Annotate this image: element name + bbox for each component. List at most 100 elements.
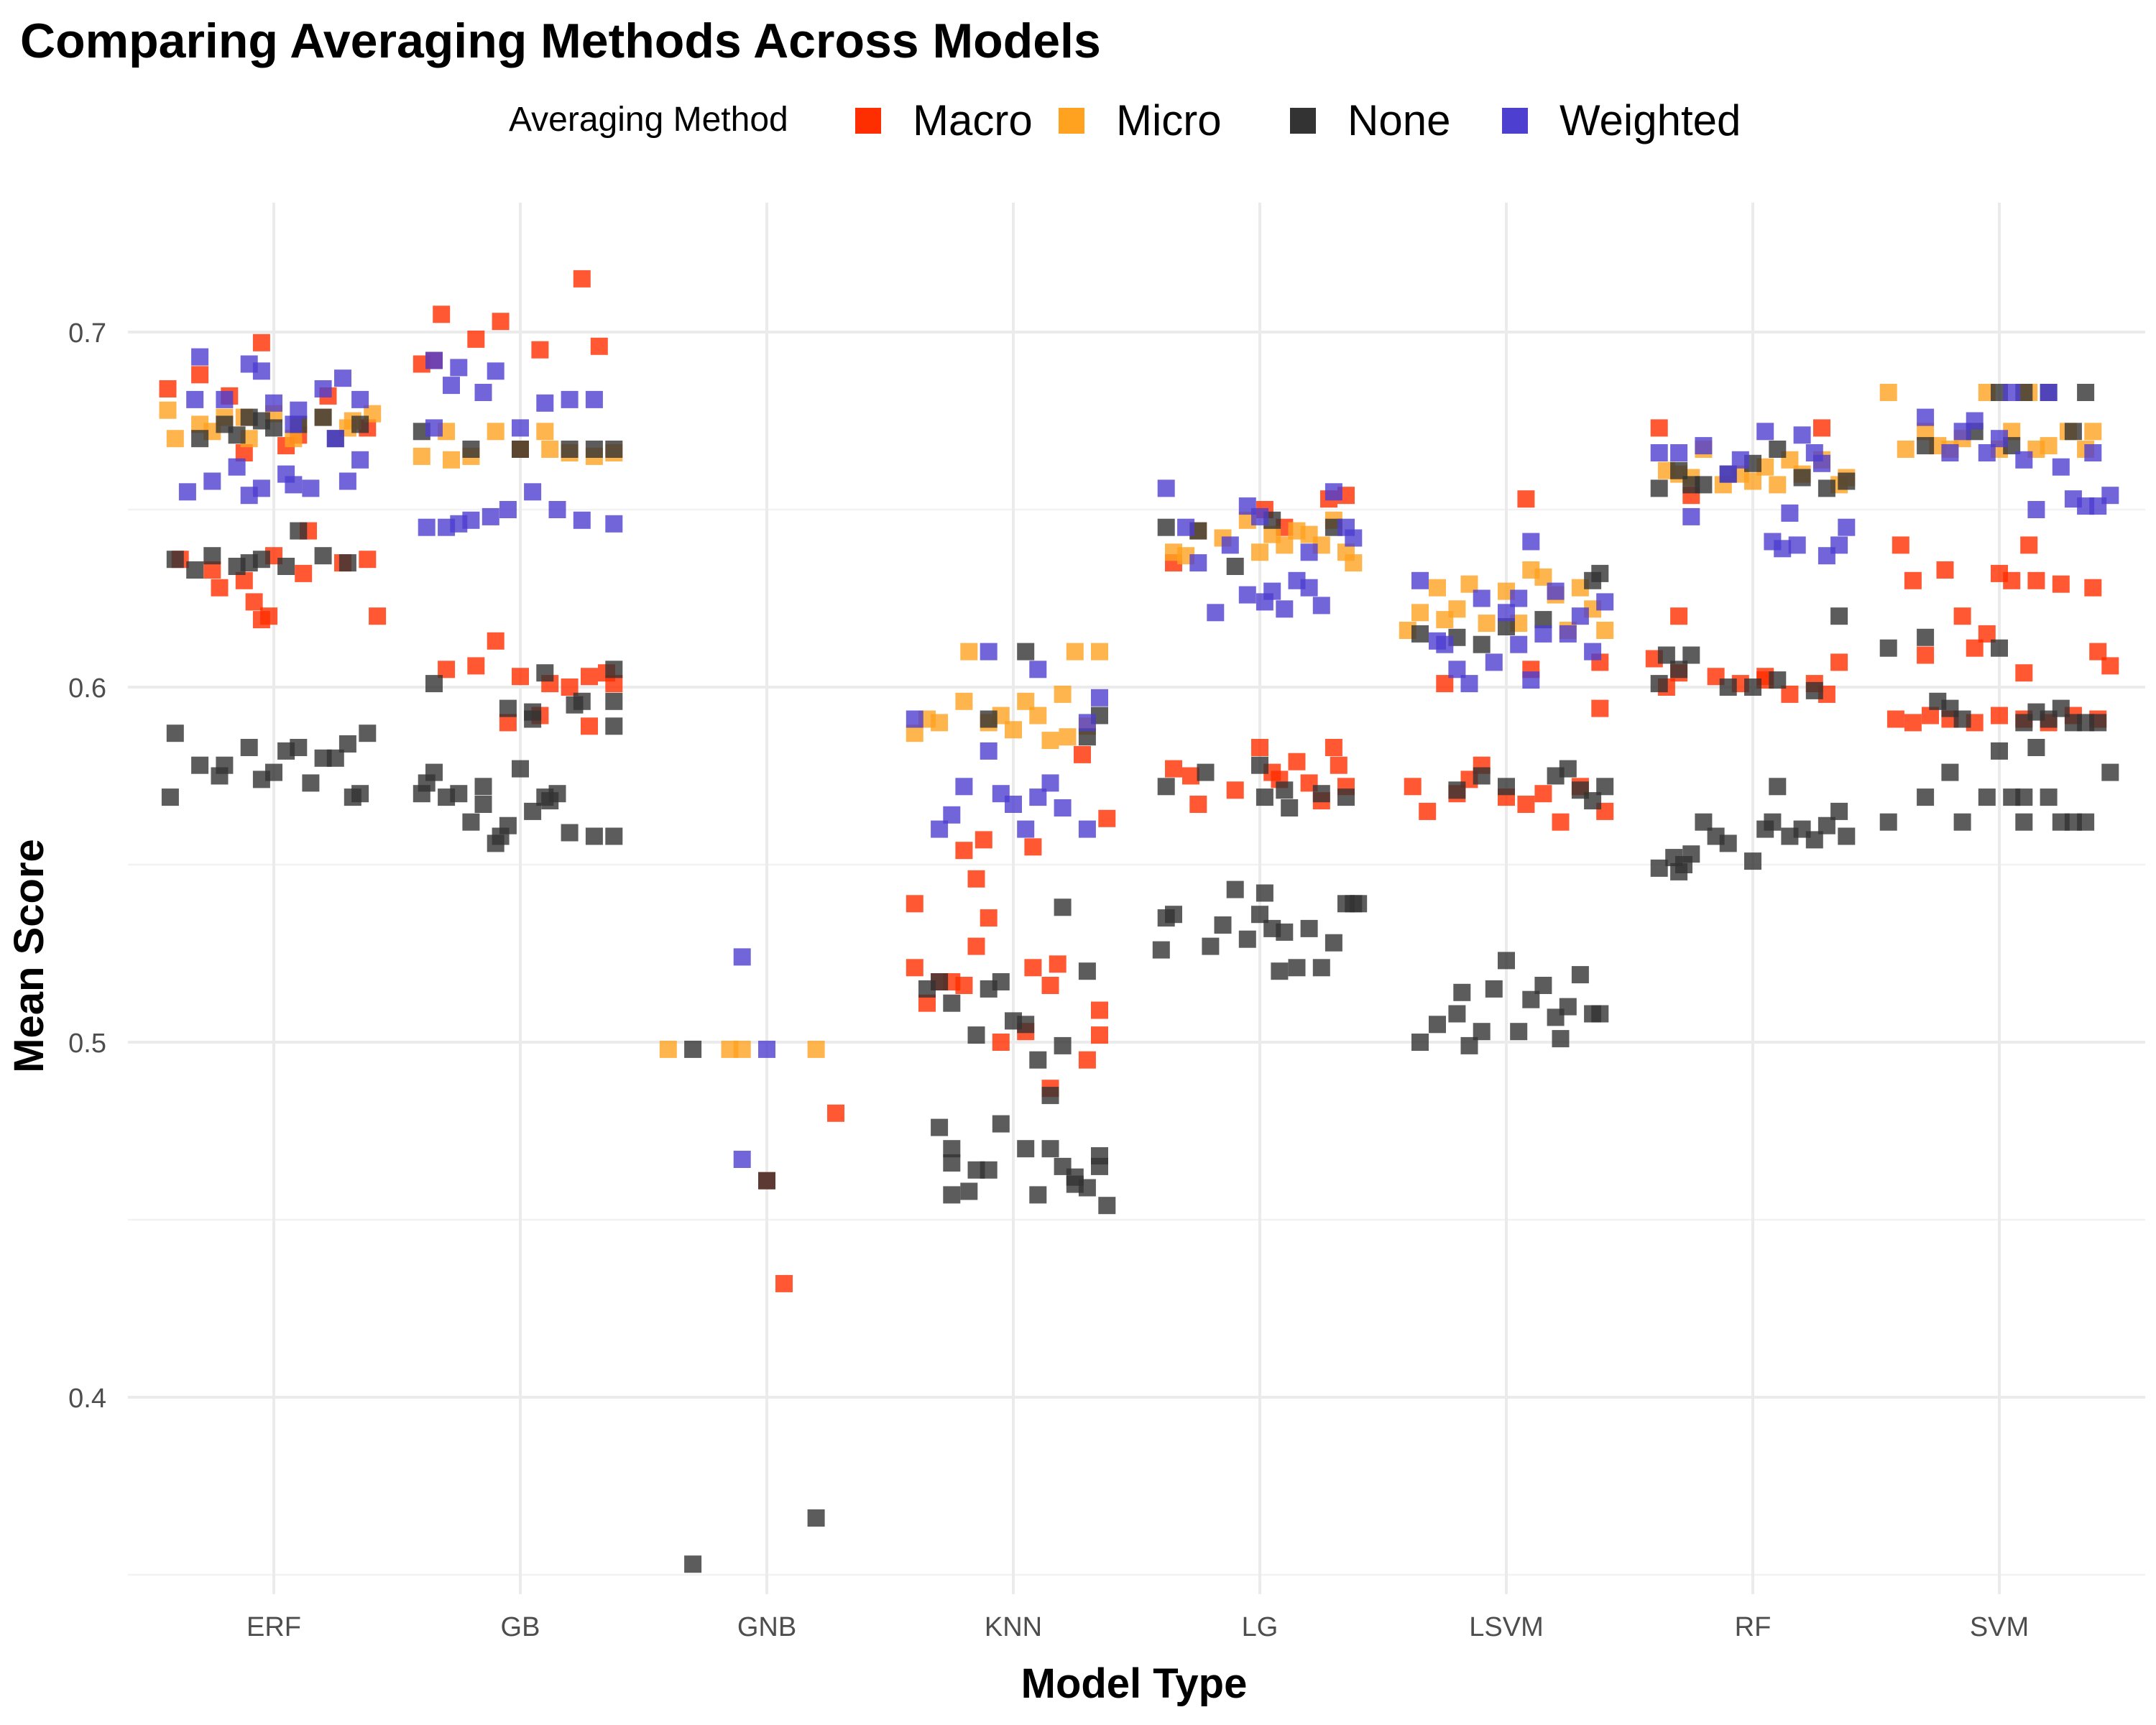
point-none-erf: [252, 412, 270, 430]
point-weighted-gb: [443, 377, 460, 395]
point-weighted-gb: [585, 390, 603, 408]
point-weighted-lg: [1345, 529, 1363, 547]
point-none-svm: [1991, 742, 2008, 760]
point-micro-knn: [1066, 643, 1084, 661]
point-none-erf: [252, 770, 270, 788]
point-none-gb: [585, 827, 603, 845]
point-none-svm: [1917, 628, 1935, 646]
point-macro-knn: [1041, 977, 1059, 994]
point-macro-knn: [967, 870, 985, 888]
point-macro-erf: [252, 334, 270, 351]
grid: [128, 203, 2145, 1594]
point-none-lsvm: [1411, 625, 1429, 643]
point-macro-knn: [955, 977, 973, 994]
point-macro-erf: [159, 380, 177, 397]
legend-key-micro: [1059, 108, 1084, 134]
point-macro-lg: [1288, 753, 1306, 770]
point-macro-knn: [1024, 838, 1042, 856]
point-weighted-rf: [1756, 423, 1774, 441]
point-weighted-lg: [1300, 579, 1318, 597]
point-macro-lg: [1330, 756, 1348, 774]
data-points: [159, 270, 2119, 1573]
point-none-erf: [191, 430, 209, 448]
point-macro-erf: [191, 366, 209, 384]
point-none-rf: [1805, 681, 1823, 699]
point-none-rf: [1764, 813, 1782, 831]
point-weighted-erf: [285, 415, 303, 433]
point-weighted-erf: [314, 380, 332, 397]
point-macro-knn: [1091, 1026, 1108, 1044]
chart-title: Comparing Averaging Methods Across Model…: [20, 14, 1101, 68]
point-weighted-lg: [1263, 582, 1281, 600]
point-weighted-rf: [1838, 518, 1856, 536]
point-weighted-erf: [302, 479, 320, 497]
point-none-rf: [1744, 678, 1761, 696]
point-weighted-rf: [1788, 536, 1806, 554]
point-none-erf: [302, 774, 320, 792]
point-macro-svm: [1991, 707, 2008, 724]
point-none-rf: [1838, 827, 1856, 845]
point-weighted-svm: [2084, 444, 2102, 461]
point-none-lsvm: [1485, 980, 1503, 998]
point-none-gb: [512, 441, 529, 458]
point-weighted-lg: [1189, 554, 1207, 572]
point-none-lg: [1251, 756, 1268, 774]
point-none-gb: [605, 717, 623, 735]
point-none-lg: [1165, 906, 1182, 924]
point-macro-svm: [2020, 536, 2038, 554]
point-macro-lg: [1251, 739, 1268, 756]
point-none-svm: [2015, 813, 2033, 831]
point-none-gb: [474, 778, 492, 796]
point-none-erf: [228, 426, 246, 444]
point-none-knn: [943, 1186, 961, 1204]
point-none-gnb: [684, 1555, 702, 1573]
point-weighted-gnb: [758, 1040, 775, 1058]
point-weighted-gb: [536, 394, 554, 412]
point-macro-gb: [581, 668, 598, 686]
point-weighted-svm: [2101, 487, 2119, 505]
point-weighted-erf: [252, 362, 270, 380]
point-macro-lsvm: [1534, 785, 1552, 803]
point-weighted-erf: [203, 472, 221, 490]
point-weighted-gb: [425, 351, 443, 369]
point-weighted-knn: [1078, 714, 1096, 732]
point-none-gb: [450, 785, 468, 803]
point-none-rf: [1793, 469, 1811, 487]
point-none-gb: [524, 710, 542, 728]
point-none-svm: [2077, 813, 2095, 831]
point-none-lsvm: [1473, 635, 1491, 653]
legend-label-weighted: Weighted: [1560, 96, 1741, 144]
point-weighted-svm: [1991, 430, 2008, 448]
legend-key-none: [1290, 108, 1316, 134]
point-weighted-gb: [474, 384, 492, 401]
point-none-gnb: [758, 1172, 775, 1190]
point-macro-gb: [531, 341, 549, 359]
point-macro-knn: [955, 842, 973, 860]
point-none-svm: [1991, 639, 2008, 657]
point-macro-knn: [975, 831, 992, 849]
point-none-lsvm: [1473, 767, 1491, 785]
point-weighted-svm: [1917, 408, 1935, 426]
point-micro-knn: [906, 724, 923, 742]
point-micro-svm: [2084, 423, 2102, 441]
point-weighted-gb: [499, 501, 517, 518]
point-none-erf: [240, 739, 258, 756]
point-macro-gb: [590, 337, 608, 355]
point-none-knn: [1078, 728, 1096, 746]
point-weighted-svm: [2027, 501, 2045, 518]
point-weighted-svm: [1966, 412, 1984, 430]
point-none-gb: [474, 796, 492, 813]
point-weighted-lsvm: [1547, 582, 1565, 600]
point-micro-lsvm: [1478, 615, 1496, 632]
point-none-rf: [1650, 859, 1668, 877]
point-macro-knn: [1049, 955, 1067, 973]
point-weighted-lg: [1207, 604, 1225, 622]
point-none-rf: [1830, 607, 1848, 625]
x-tick-label-rf: RF: [1735, 1612, 1772, 1642]
point-none-knn: [1041, 1140, 1059, 1158]
x-tick-label-gnb: GNB: [737, 1612, 796, 1642]
point-weighted-gb: [425, 419, 443, 437]
point-none-knn: [1017, 1140, 1035, 1158]
point-macro-rf: [1670, 607, 1688, 625]
